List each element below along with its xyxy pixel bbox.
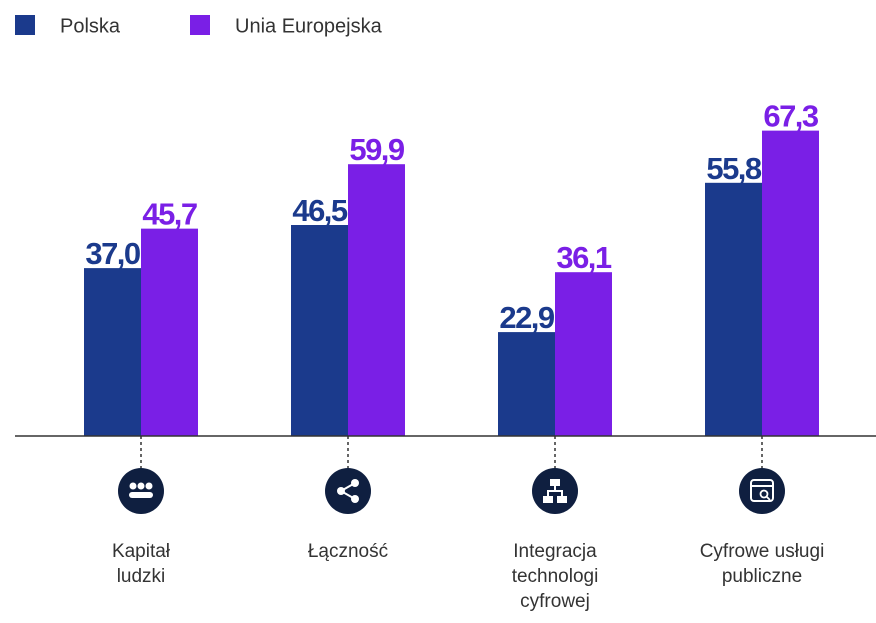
- value-label: 37,0: [85, 236, 140, 271]
- legend-swatch: [15, 15, 35, 35]
- x-tick-label: technologi: [512, 566, 599, 587]
- bar: [762, 130, 819, 436]
- x-tick-label: ludzki: [117, 566, 166, 587]
- value-label: 46,5: [292, 193, 348, 228]
- x-tick-label: Łączność: [308, 541, 388, 562]
- icon-part: [765, 495, 771, 501]
- bar: [555, 272, 612, 436]
- icon-part: [750, 479, 774, 502]
- value-label: 45,7: [142, 197, 197, 232]
- icon: [543, 479, 567, 503]
- value-label: 59,9: [349, 132, 405, 167]
- icon-part: [543, 496, 553, 503]
- legend-label: Unia Europejska: [235, 15, 383, 37]
- legend-swatch: [190, 15, 210, 35]
- value-label: 67,3: [763, 99, 819, 134]
- value-label: 55,8: [706, 151, 762, 186]
- icon-part: [759, 489, 769, 499]
- bar: [705, 182, 762, 436]
- bar: [84, 268, 141, 436]
- icon-part: [145, 482, 153, 490]
- icon-part: [340, 482, 356, 500]
- icon-part: [550, 479, 560, 486]
- x-tick-label: cyfrowej: [520, 591, 590, 612]
- value-label: 36,1: [556, 240, 612, 275]
- icon-part: [129, 492, 153, 498]
- value-label: 22,9: [499, 300, 555, 335]
- icon: [129, 482, 153, 498]
- x-tick-label: Kapitał: [112, 541, 171, 562]
- icon-part: [137, 482, 145, 490]
- icon-circle: [118, 468, 164, 514]
- x-tick-label: publiczne: [722, 566, 802, 587]
- icon-circle: [325, 468, 371, 514]
- bar: [141, 228, 198, 436]
- x-tick-label: Integracja: [513, 541, 597, 562]
- legend-label: Polska: [60, 15, 121, 37]
- icon-part: [129, 482, 137, 490]
- icon-part: [547, 486, 563, 496]
- icon: [337, 479, 359, 503]
- icon-part: [557, 496, 567, 503]
- bar: [291, 225, 348, 436]
- icon: [750, 479, 774, 502]
- x-tick-label: Cyfrowe usługi: [700, 541, 825, 562]
- bar: [348, 164, 405, 437]
- bar: [498, 332, 555, 436]
